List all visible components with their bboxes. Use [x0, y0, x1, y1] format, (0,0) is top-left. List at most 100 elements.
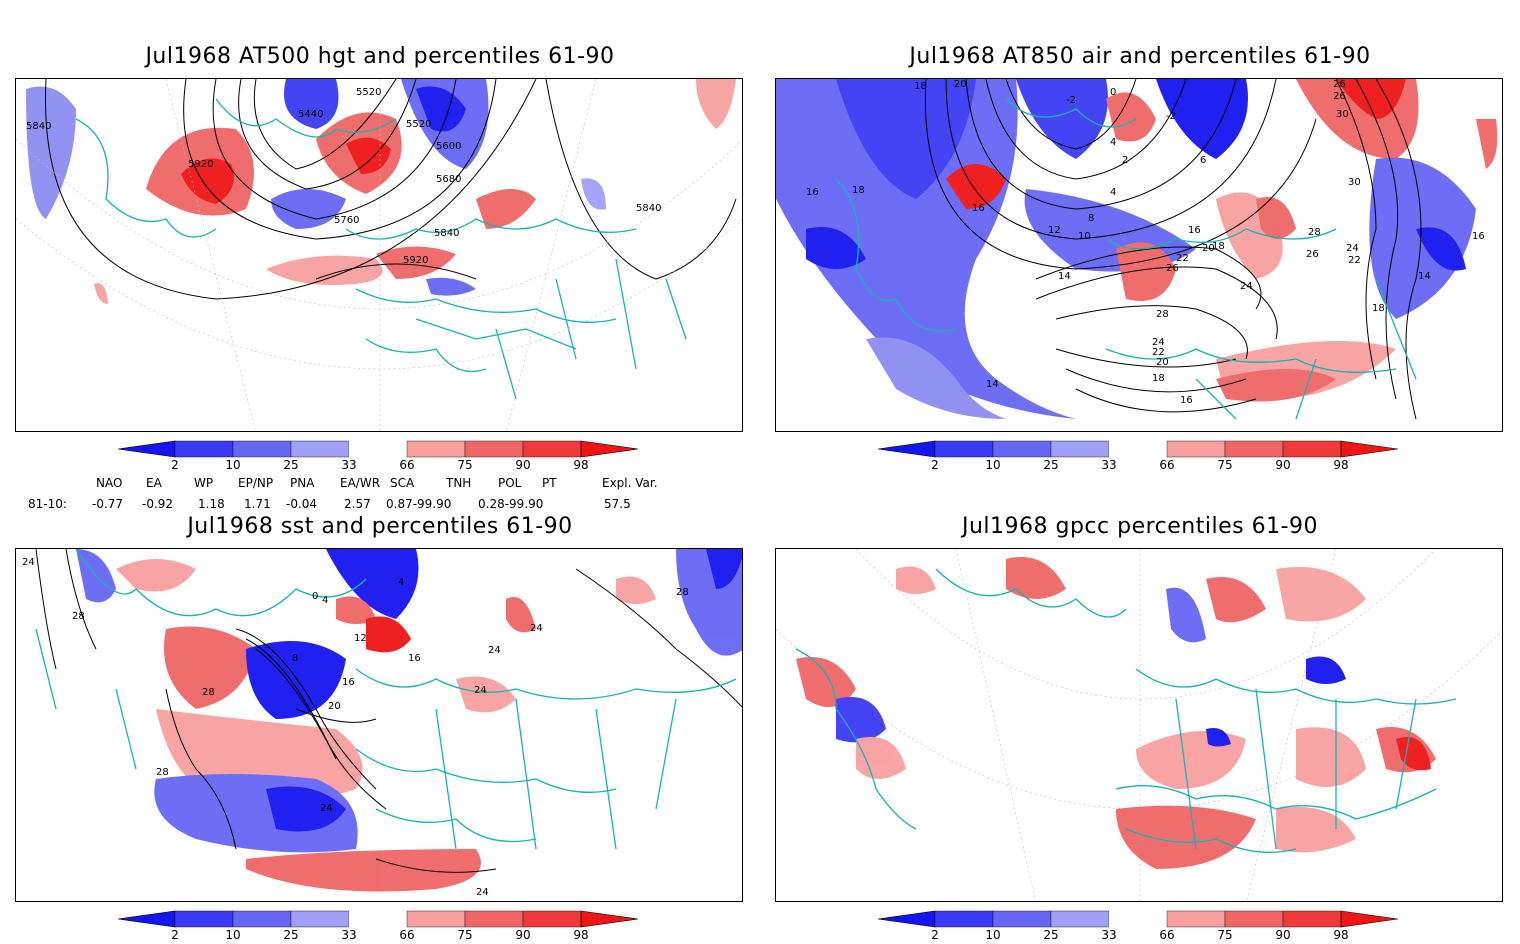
colorbar-tick: 75 [1217, 928, 1233, 942]
contour-label: -2 [1166, 111, 1176, 122]
colorbar-tick: 25 [1043, 458, 1059, 472]
colorbar-arrow-right [580, 910, 639, 928]
index-value: 0.28-99.90 [478, 497, 544, 511]
contour-label: 5600 [436, 141, 461, 152]
contour-label: 6 [1200, 155, 1206, 166]
colorbar-tick: 10 [985, 458, 1001, 472]
contour-label: 4 [398, 577, 404, 588]
contour-label: 24 [320, 803, 333, 814]
colorbar-tick: 90 [515, 928, 531, 942]
map-panel-gpcc [775, 548, 1503, 902]
colorbar-segment [290, 910, 350, 928]
colorbar-segment [1050, 440, 1110, 458]
contour-label: 16 [1188, 225, 1201, 236]
contour-label: 5920 [403, 255, 428, 266]
coastlines [35, 549, 737, 850]
contour-label: 30 [1336, 109, 1349, 120]
contour-label: 20 [1202, 243, 1215, 254]
contour-label: 18 [1152, 373, 1165, 384]
colorbar-tick: 98 [1333, 928, 1349, 942]
colorbar-segment [992, 910, 1052, 928]
graticule [16, 79, 742, 431]
contour-label: 18 [852, 185, 865, 196]
contour-label: 28 [1156, 309, 1169, 320]
colorbar-segment [464, 440, 524, 458]
colorbar-tick: 33 [1101, 928, 1117, 942]
colorbar-tick: 2 [171, 928, 179, 942]
colorbar-segment [174, 910, 234, 928]
colorbar-segment [232, 440, 292, 458]
colorbar-tick: 66 [399, 928, 415, 942]
index-name: SCA [390, 476, 415, 490]
precip-shading [796, 557, 1436, 869]
contour-label: 0 [1110, 87, 1116, 98]
index-name: TNH [446, 476, 472, 490]
contour-label: 12 [354, 633, 367, 644]
colorbar-tick: 2 [931, 928, 939, 942]
contour-label: 5760 [334, 215, 359, 226]
contour-label: 5840 [434, 228, 459, 239]
index-row-label: 81-10: [28, 497, 67, 511]
index-name: EA [146, 476, 162, 490]
contour-label: 26 [1166, 263, 1179, 274]
sst-contours [35, 549, 742, 873]
colorbar-tick: 75 [1217, 458, 1233, 472]
contour-label: 20 [1156, 357, 1169, 368]
contour-label: 16 [1472, 231, 1485, 242]
colorbar-segment [1050, 910, 1110, 928]
anomaly-shading [776, 79, 1498, 419]
contour-labels: 5440 5520 5520 5600 5680 5760 5840 5920 … [26, 87, 661, 266]
contour-label: 16 [972, 203, 985, 214]
colorbar-arrow-right [580, 440, 639, 458]
index-value: 57.5 [604, 497, 631, 511]
index-name: EP/NP [238, 476, 274, 490]
index-value: 1.71 [244, 497, 271, 511]
colorbar-tick: 33 [341, 928, 357, 942]
contour-label: 16 [1180, 395, 1193, 406]
colorbar-segment [174, 440, 234, 458]
contour-labels: 24 28 0 4 8 12 16 20 24 28 28 24 4 16 24… [22, 557, 689, 898]
contour-label: 5840 [26, 121, 51, 132]
contour-label: 28 [1308, 227, 1321, 238]
index-name: Expl. Var. [602, 476, 658, 490]
colorbar-tick: 10 [225, 928, 241, 942]
anomaly-shading [26, 79, 736, 304]
contour-label: 10 [1078, 231, 1091, 242]
colorbar-segment [464, 910, 524, 928]
colorbar-air850: 2 10 25 33 66 75 90 98 [860, 440, 1420, 474]
colorbar-tick: 33 [341, 458, 357, 472]
contour-label: 28 [156, 767, 169, 778]
contour-label: 24 [476, 887, 489, 898]
colorbar-tick: 25 [1043, 928, 1059, 942]
colorbar-tick: 2 [171, 458, 179, 472]
contour-label: 28 [72, 611, 85, 622]
contour-label: 26 [1333, 91, 1346, 102]
contour-label: 14 [986, 379, 999, 390]
colorbar-gpcc: 2 10 25 33 66 75 90 98 [860, 910, 1420, 944]
colorbar-segment [522, 910, 582, 928]
colorbar-segment [406, 440, 466, 458]
contour-label: 12 [1048, 225, 1061, 236]
colorbar-arrow-right [1340, 910, 1399, 928]
colorbar-segment [1282, 910, 1342, 928]
contour-label: 16 [342, 677, 355, 688]
contour-label: 26 [1333, 79, 1346, 90]
colorbar-segment [349, 911, 407, 927]
index-name: POL [498, 476, 522, 490]
contour-label: 8 [1088, 213, 1094, 224]
colorbar-arrow-left [877, 910, 936, 928]
colorbar-tick: 25 [283, 928, 299, 942]
contour-label: 30 [1348, 177, 1361, 188]
colorbar-tick: 10 [225, 458, 241, 472]
colorbar-tick: 98 [573, 928, 589, 942]
colorbar-tick: 98 [573, 458, 589, 472]
contour-label: 24 [474, 685, 487, 696]
colorbar-hgt500: 2 10 25 33 66 75 90 98 [100, 440, 660, 474]
map-panel-hgt500: 5440 5520 5520 5600 5680 5760 5840 5920 … [15, 78, 743, 432]
index-name: NAO [96, 476, 123, 490]
contour-label: 4 [1110, 187, 1116, 198]
coastlines [795, 568, 1457, 853]
panel-title-air850: Jul1968 AT850 air and percentiles 61-90 [909, 44, 1371, 69]
colorbar-tick: 66 [1159, 928, 1175, 942]
colorbar-arrow-right [1340, 440, 1399, 458]
